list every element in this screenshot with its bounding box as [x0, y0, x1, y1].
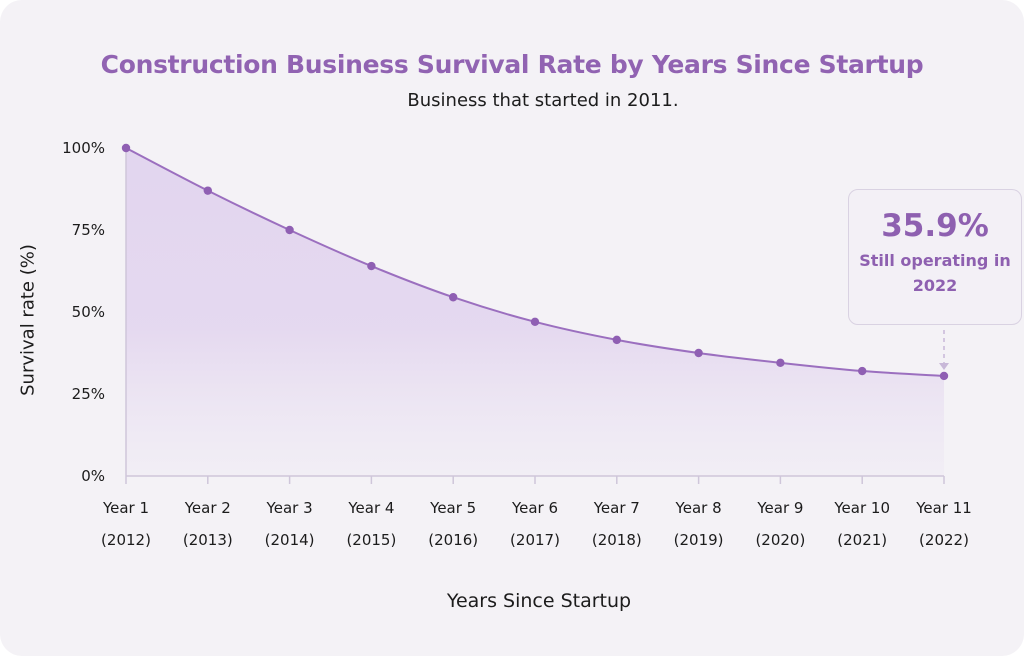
x-tick-label: (2016) — [428, 531, 478, 549]
x-tick-label: Year 1 — [102, 499, 149, 517]
x-tick-label: (2021) — [837, 531, 887, 549]
x-tick-label: (2019) — [674, 531, 724, 549]
x-tick-label: Year 5 — [429, 499, 476, 517]
callout-box: 35.9% Still operating in 2022 — [848, 189, 1022, 325]
x-tick-label: Year 10 — [833, 499, 890, 517]
callout-text: Still operating in 2022 — [859, 251, 1011, 295]
data-point — [285, 225, 294, 235]
y-axis-title: Survival rate (%) — [17, 244, 39, 396]
y-tick-label: 100% — [62, 139, 105, 157]
x-tick-label: Year 3 — [266, 499, 313, 517]
x-tick-label: Year 7 — [593, 499, 640, 517]
chart-title: Construction Business Survival Rate by Y… — [100, 50, 924, 79]
y-tick-label: 50% — [72, 303, 105, 321]
x-tick-label: (2022) — [919, 531, 969, 549]
callout-arrow-icon — [939, 362, 949, 370]
data-point — [939, 371, 949, 381]
x-tick-label: (2014) — [265, 531, 315, 549]
x-tick-label: (2015) — [346, 531, 396, 549]
data-point — [776, 358, 785, 368]
data-point — [367, 261, 376, 271]
x-tick-label: Year 9 — [756, 499, 803, 517]
x-tick-label: Year 8 — [675, 499, 722, 517]
callout-value: 35.9% — [881, 208, 989, 244]
x-tick-label: Year 4 — [347, 499, 394, 517]
data-point — [858, 366, 867, 376]
chart-subtitle: Business that started in 2011. — [407, 90, 679, 111]
data-point — [530, 317, 540, 327]
y-tick-label: 25% — [72, 385, 105, 403]
data-point — [449, 293, 458, 302]
x-tick-label: (2013) — [183, 531, 233, 549]
y-tick-label: 75% — [72, 221, 105, 239]
x-axis-title: Years Since Startup — [446, 590, 632, 612]
x-tick-label: Year 6 — [511, 499, 558, 517]
x-tick-label: (2018) — [592, 531, 642, 549]
data-point — [694, 348, 703, 358]
data-point — [612, 335, 621, 345]
x-tick-label: (2017) — [510, 531, 560, 549]
x-tick-label: (2020) — [755, 531, 805, 549]
series-area — [126, 148, 944, 476]
y-tick-label: 0% — [81, 467, 105, 485]
x-tick-label: Year 11 — [915, 499, 972, 517]
x-tick-label: (2012) — [101, 531, 151, 549]
data-point — [203, 186, 212, 195]
x-tick-label: Year 2 — [184, 499, 231, 517]
data-point — [121, 143, 131, 153]
